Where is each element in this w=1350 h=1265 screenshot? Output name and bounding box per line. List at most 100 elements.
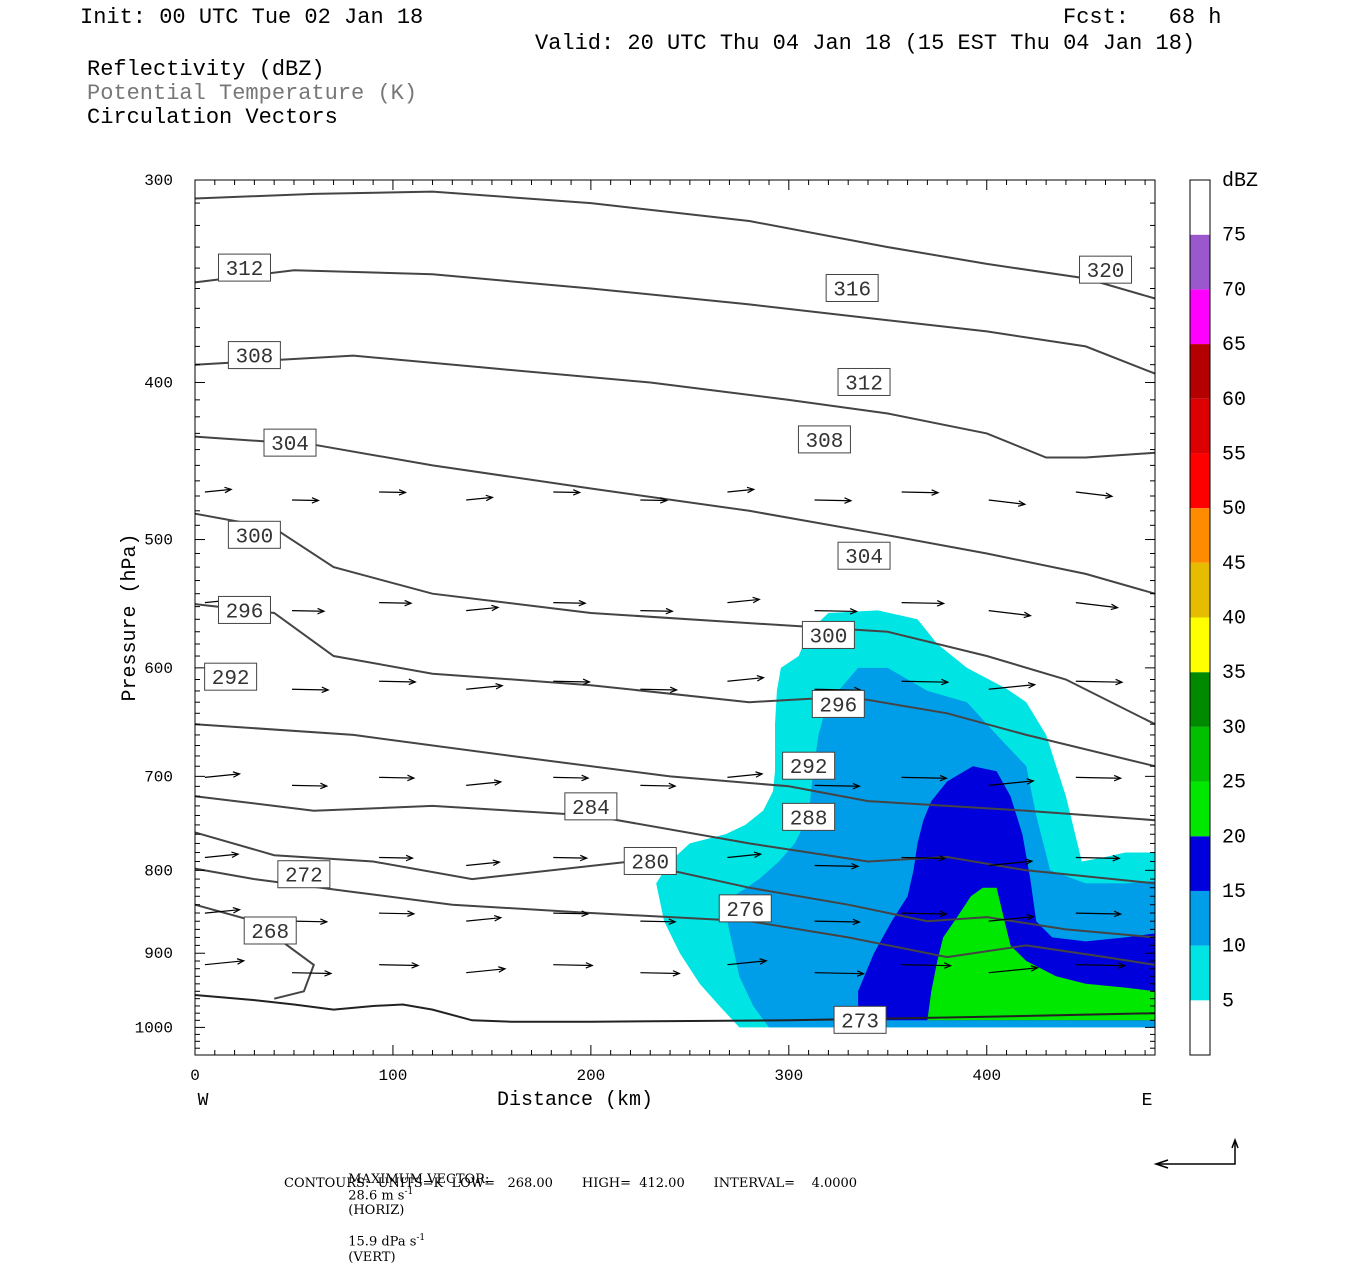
vector-arrow (379, 964, 419, 967)
colorbar-swatch (1190, 1000, 1210, 1055)
theta-label-304: 304 (271, 434, 309, 457)
footer-contours: CONTOURS: UNITS=K LOW= 268.00 HIGH= 412.… (284, 1176, 858, 1191)
theta-label-box (811, 689, 865, 718)
theta-label-box (1079, 255, 1133, 284)
vector-arrow (291, 499, 319, 502)
max-vert-exp: -1 (416, 1233, 426, 1244)
vector-arrowhead (1023, 611, 1032, 619)
vector-arrowhead (324, 970, 333, 977)
colorbar-title: dBZ (1222, 170, 1258, 193)
vector-arrow (988, 860, 1032, 867)
vector-arrow (640, 499, 667, 502)
vector-arrowhead (582, 678, 592, 686)
footer-max-vector: MAXIMUM VECTOR: 28.6 m s-1 (HORIZ) 15.9 … (340, 1157, 489, 1265)
theta-label-288: 288 (790, 808, 828, 831)
vector-arrowhead (321, 686, 330, 694)
vector-arrow (553, 776, 589, 779)
vector-arrow (291, 688, 329, 691)
vector-arrowhead (485, 494, 494, 502)
reference-vector-head-up (1231, 1137, 1239, 1149)
vector-arrow (379, 602, 412, 604)
circulation-vectors (204, 486, 1127, 977)
vector-arrow (466, 685, 503, 690)
theta-label-284: 284 (572, 798, 610, 821)
max-vert-tag: (VERT) (348, 1249, 396, 1265)
vector-arrow (901, 964, 951, 967)
theta-label-272: 272 (285, 866, 323, 889)
theta-label-296: 296 (819, 695, 857, 718)
vector-arrowhead (941, 678, 950, 686)
vector-arrow (291, 920, 327, 923)
colorbar-label: 30 (1222, 717, 1246, 740)
vector-arrow (727, 488, 754, 493)
vector-arrowhead (498, 966, 507, 973)
vector-arrow (379, 856, 413, 859)
y-axis-label: Pressure (hPa) (119, 533, 142, 701)
vector-arrowhead (581, 910, 590, 917)
theta-label-box (797, 425, 851, 454)
vector-arrow (466, 968, 506, 974)
vector-arrow (640, 610, 673, 612)
colorbar-label: 65 (1222, 334, 1246, 357)
vector-arrow (901, 680, 948, 683)
reference-vector-path (1158, 1142, 1236, 1165)
vector-arrowhead (411, 962, 420, 969)
vector-arrowhead (672, 970, 681, 977)
vector-arrow (1075, 964, 1125, 967)
vector-arrowhead (581, 774, 590, 782)
colorbar-label: 20 (1222, 826, 1246, 849)
x-tick-label: 100 (379, 1067, 408, 1085)
vector-arrowhead (224, 486, 233, 494)
vector-arrow (814, 920, 860, 923)
vector-arrowhead (938, 854, 947, 862)
vector-arrow (553, 856, 587, 859)
colorbar-swatch (1190, 836, 1210, 891)
y-tick-label: 400 (144, 374, 173, 392)
vector-arrow (379, 680, 416, 683)
vector-arrowhead (311, 497, 320, 504)
x-axis-label: Distance (km) (497, 1089, 653, 1112)
theta-label-273: 273 (841, 1011, 879, 1034)
theta-label-308: 308 (235, 347, 273, 370)
max-horiz-exp: -1 (404, 1187, 414, 1197)
reflectivity-20dbz-region (927, 887, 1155, 1021)
theta-label-box (782, 802, 836, 831)
colorbar-swatch (1190, 945, 1210, 1001)
vector-arrowhead (746, 486, 756, 494)
theta-label-268: 268 (251, 922, 289, 945)
vector-arrowhead (407, 910, 416, 917)
vector-arrow (640, 688, 677, 691)
vector-arrow (553, 912, 589, 915)
vector-arrowhead (493, 779, 503, 786)
colorbar-swatch (1190, 453, 1210, 509)
vector-arrowhead (398, 489, 408, 496)
colorbar-label: 75 (1222, 225, 1246, 248)
theta-label-308: 308 (806, 431, 844, 454)
theta-label-296: 296 (226, 601, 264, 624)
theta-label-box (825, 273, 879, 302)
vector-arrowhead (491, 604, 500, 612)
plot-frame (194, 179, 1156, 1056)
valid-time: Valid: 20 UTC Thu 04 Jan 18 (15 EST Thu … (535, 31, 1196, 56)
colorbar-swatch (1190, 180, 1210, 235)
vector-arrow (988, 684, 1035, 690)
vector-arrowhead (936, 600, 946, 607)
vector-arrow (988, 780, 1034, 786)
vector-arrow (291, 784, 327, 787)
theta-label-box (718, 894, 772, 923)
vector-arrowhead (660, 497, 669, 504)
vector-arrowhead (669, 686, 679, 694)
y-tick-label: 1000 (135, 1019, 173, 1037)
vector-arrowhead (231, 851, 240, 859)
vector-arrow (553, 491, 580, 494)
vector-arrowhead (1113, 910, 1123, 918)
theta-label-292: 292 (212, 668, 250, 691)
max-horiz-tag: (HORIZ) (348, 1203, 405, 1219)
vector-arrow (466, 861, 500, 867)
vector-arrowhead (856, 970, 866, 977)
y-tick-label: 600 (144, 660, 173, 678)
vector-arrowhead (844, 497, 853, 504)
vector-arrow (727, 677, 764, 682)
plot-axes (194, 179, 1156, 1056)
colorbar-swatch (1190, 234, 1210, 290)
